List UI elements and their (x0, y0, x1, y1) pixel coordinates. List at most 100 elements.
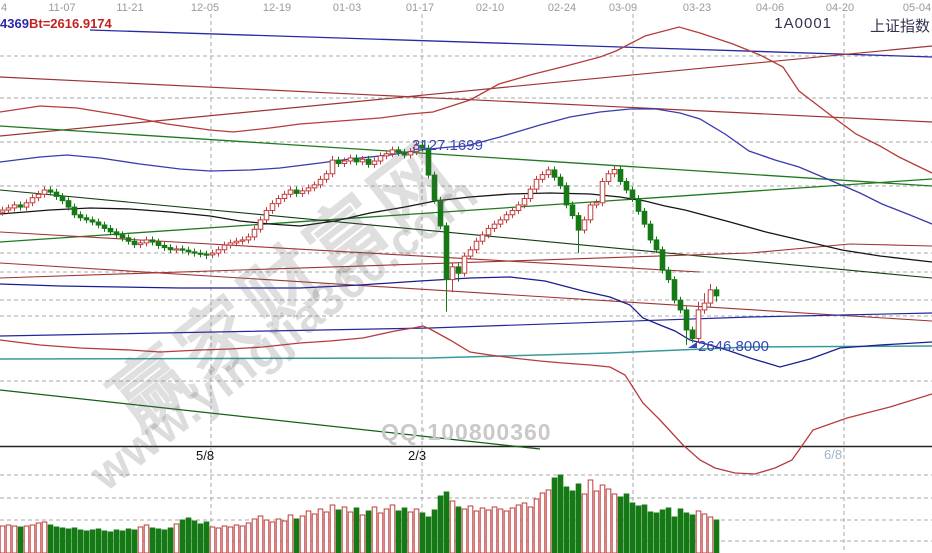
candle[interactable] (329, 159, 336, 175)
volume-bar[interactable] (257, 515, 264, 553)
candle[interactable] (593, 202, 600, 206)
candle[interactable] (521, 198, 528, 206)
candle[interactable] (269, 203, 276, 211)
candle[interactable] (11, 204, 18, 209)
candle[interactable] (377, 155, 384, 162)
candle[interactable] (47, 189, 54, 193)
volume-bar[interactable] (671, 516, 678, 553)
candle[interactable] (587, 204, 594, 221)
volume-bar[interactable] (695, 510, 702, 553)
volume-bar[interactable] (509, 507, 516, 553)
volume-bar[interactable] (347, 511, 354, 553)
candle[interactable] (611, 169, 618, 175)
candle[interactable] (713, 289, 720, 297)
volume-bar[interactable] (473, 510, 480, 553)
volume-bar[interactable] (317, 508, 324, 553)
volume-bar[interactable] (5, 524, 12, 553)
candle[interactable] (281, 193, 288, 200)
volume-bar[interactable] (275, 518, 282, 553)
volume-bar[interactable] (707, 516, 714, 553)
candle[interactable] (137, 242, 144, 246)
volume-bar[interactable] (623, 493, 630, 553)
candle[interactable] (275, 198, 282, 205)
candle[interactable] (23, 202, 30, 208)
volume-bar[interactable] (101, 530, 108, 553)
candle[interactable] (407, 151, 414, 156)
volume-bar[interactable] (377, 512, 384, 553)
candle[interactable] (527, 188, 534, 200)
candle[interactable] (509, 209, 516, 216)
volume-bar[interactable] (311, 513, 318, 553)
candle[interactable] (401, 151, 408, 156)
volume-bar[interactable] (395, 510, 402, 553)
candle[interactable] (623, 180, 630, 191)
volume-bar[interactable] (239, 525, 246, 553)
candle[interactable] (107, 227, 114, 233)
volume-bar[interactable] (461, 508, 468, 553)
volume-bar[interactable] (179, 519, 186, 553)
candle[interactable] (533, 178, 540, 190)
volume-bar[interactable] (341, 506, 348, 553)
candle[interactable] (353, 157, 360, 163)
volume-bar[interactable] (503, 510, 510, 553)
candle[interactable] (503, 214, 510, 221)
candle[interactable] (323, 173, 330, 180)
candle[interactable] (641, 210, 648, 225)
volume-bar[interactable] (35, 522, 42, 553)
candle[interactable] (581, 219, 588, 231)
candle[interactable] (365, 158, 372, 165)
candle[interactable] (287, 189, 294, 195)
candle[interactable] (707, 289, 714, 304)
candle[interactable] (161, 244, 168, 249)
volume-bar[interactable] (293, 518, 300, 553)
volume-bar[interactable] (83, 530, 90, 553)
volume-bar[interactable] (191, 520, 198, 553)
volume-bar[interactable] (29, 524, 36, 553)
volume-bar[interactable] (677, 508, 684, 553)
candle[interactable] (227, 242, 234, 246)
candle[interactable] (149, 239, 156, 243)
candle[interactable] (41, 189, 48, 195)
volume-bar[interactable] (53, 526, 60, 553)
volume-bar[interactable] (263, 519, 270, 553)
volume-bar[interactable] (215, 527, 222, 553)
volume-bar[interactable] (161, 529, 168, 553)
volume-bar[interactable] (203, 521, 210, 553)
candle[interactable] (17, 204, 24, 208)
candle[interactable] (197, 252, 204, 255)
volume-bar[interactable] (581, 493, 588, 553)
volume-bar[interactable] (323, 511, 330, 553)
volume-bar[interactable] (431, 509, 438, 553)
volume-bar[interactable] (401, 507, 408, 553)
volume-bar[interactable] (635, 505, 642, 553)
volume-bar[interactable] (353, 507, 360, 553)
candle[interactable] (71, 206, 78, 216)
volume-bar[interactable] (11, 525, 18, 553)
candle[interactable] (173, 248, 180, 251)
candle[interactable] (677, 299, 684, 311)
volume-bar[interactable] (629, 502, 636, 553)
volume-bar[interactable] (611, 493, 618, 553)
volume-bar[interactable] (551, 477, 558, 553)
candle[interactable] (215, 249, 222, 254)
volume-bar[interactable] (557, 474, 564, 553)
volume-bar[interactable] (245, 522, 252, 553)
volume-bar[interactable] (449, 500, 456, 553)
volume-bar[interactable] (119, 530, 126, 553)
volume-bar[interactable] (335, 509, 342, 553)
candle[interactable] (389, 149, 396, 155)
volume-bar[interactable] (125, 528, 132, 553)
volume-bar[interactable] (233, 524, 240, 553)
volume-bar[interactable] (653, 512, 660, 553)
volume-bar[interactable] (167, 527, 174, 553)
volume-bar[interactable] (77, 529, 84, 553)
candle[interactable] (239, 239, 246, 242)
volume-bar[interactable] (173, 523, 180, 553)
volume-bar[interactable] (281, 520, 288, 553)
volume-bar[interactable] (41, 521, 48, 553)
candle[interactable] (437, 199, 444, 227)
volume-bar[interactable] (569, 490, 576, 553)
volume-bar[interactable] (479, 507, 486, 553)
volume-bar[interactable] (407, 511, 414, 553)
volume-bar[interactable] (425, 516, 432, 553)
